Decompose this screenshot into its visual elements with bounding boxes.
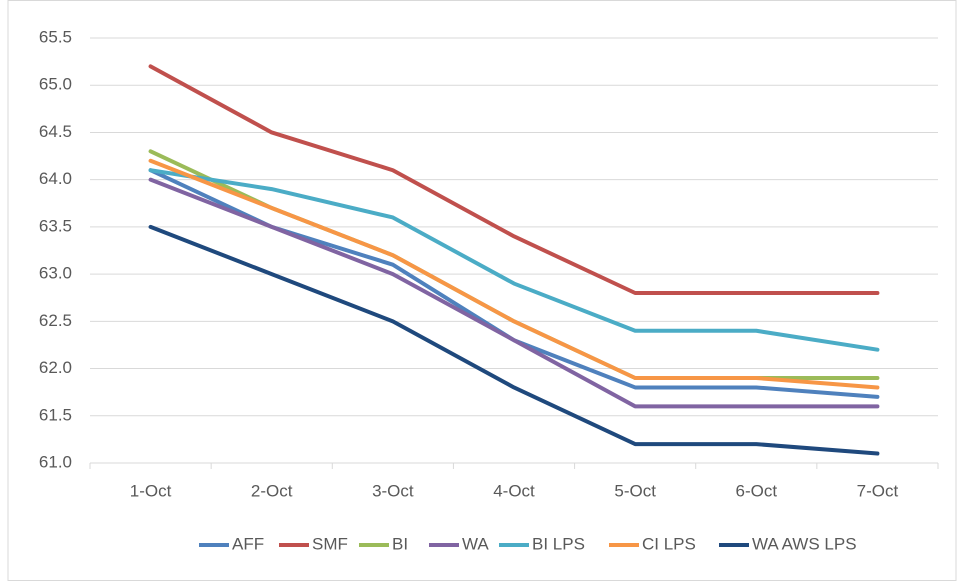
x-tick-label: 3-Oct [372, 481, 414, 500]
legend-label: AFF [232, 534, 264, 553]
legend-label: BI LPS [532, 534, 585, 553]
x-tick-label: 6-Oct [736, 481, 778, 500]
y-tick-label: 62.5 [39, 311, 72, 330]
x-tick-label: 1-Oct [130, 481, 172, 500]
x-tick-label: 7-Oct [857, 481, 899, 500]
series-line [148, 168, 880, 352]
x-tick-label: 2-Oct [251, 481, 293, 500]
y-tick-label: 64.0 [39, 169, 72, 188]
series-line [148, 158, 880, 390]
legend-label: CI LPS [642, 534, 696, 553]
legend-label: SMF [312, 534, 348, 553]
y-tick-label: 65.0 [39, 75, 72, 94]
y-tick-label: 63.5 [39, 216, 72, 235]
y-tick-label: 61.5 [39, 405, 72, 424]
y-tick-label: 62.0 [39, 358, 72, 377]
series-line [148, 177, 880, 409]
chart-border [7, 0, 957, 581]
y-tick-label: 61.0 [39, 452, 72, 471]
series-line [148, 224, 880, 456]
legend-label: BI [392, 534, 408, 553]
y-tick-label: 64.5 [39, 122, 72, 141]
x-tick-label: 4-Oct [493, 481, 535, 500]
x-tick-label: 5-Oct [614, 481, 656, 500]
series-line [148, 64, 880, 295]
legend-label: WA [462, 534, 489, 553]
y-tick-label: 63.0 [39, 264, 72, 283]
y-tick-label: 65.5 [39, 27, 72, 46]
legend-label: WA AWS LPS [752, 534, 857, 553]
